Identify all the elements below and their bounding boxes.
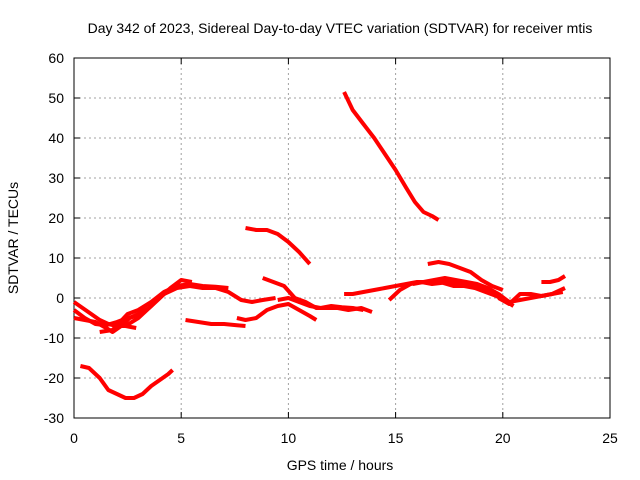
y-tick-label: 40 [48,130,64,146]
y-tick-label: 50 [48,90,64,106]
plot-frame [73,57,611,419]
y-tick-label: -20 [44,370,64,386]
x-tick-label: 0 [70,430,78,446]
y-tick-label: -10 [44,330,64,346]
chart-title: Day 342 of 2023, Sidereal Day-to-day VTE… [88,20,593,36]
series-line-arc-9 [245,226,312,266]
series-line-arc-14 [387,280,515,308]
x-tick-label: 20 [495,430,511,446]
y-tick-label: 20 [48,210,64,226]
series-line-arc-11 [277,296,364,312]
series-line-arc-17 [497,286,566,306]
x-axis-label: GPS time / hours [287,457,394,473]
y-tick-label: 30 [48,170,64,186]
x-tick-label: 10 [281,430,297,446]
x-tick-label: 25 [602,430,618,446]
series-line-arc-7 [185,318,246,328]
axis-ticks: 0 5 10 15 20 25 -30 -20 -10 0 10 20 30 40 50 60 [44,50,618,446]
x-tick-label: 15 [388,430,404,446]
y-tick-label: 60 [48,50,64,66]
x-tick-label: 5 [177,430,185,446]
series-line-arc-8 [236,302,318,322]
grid [74,58,610,418]
series-line-arc-12 [342,91,440,222]
y-tick-label: -30 [44,410,64,426]
y-axis-label: SDTVAR / TECUs [5,182,21,294]
series-line-arc-5 [124,284,276,328]
series-line-arc-3 [72,308,137,328]
series-line-arc-18 [541,274,567,284]
series-line-arc-15 [427,260,504,292]
y-tick-label: 10 [48,250,64,266]
series-group [72,91,567,400]
y-tick-label: 0 [56,290,64,306]
series-line-arc-6 [79,364,174,400]
